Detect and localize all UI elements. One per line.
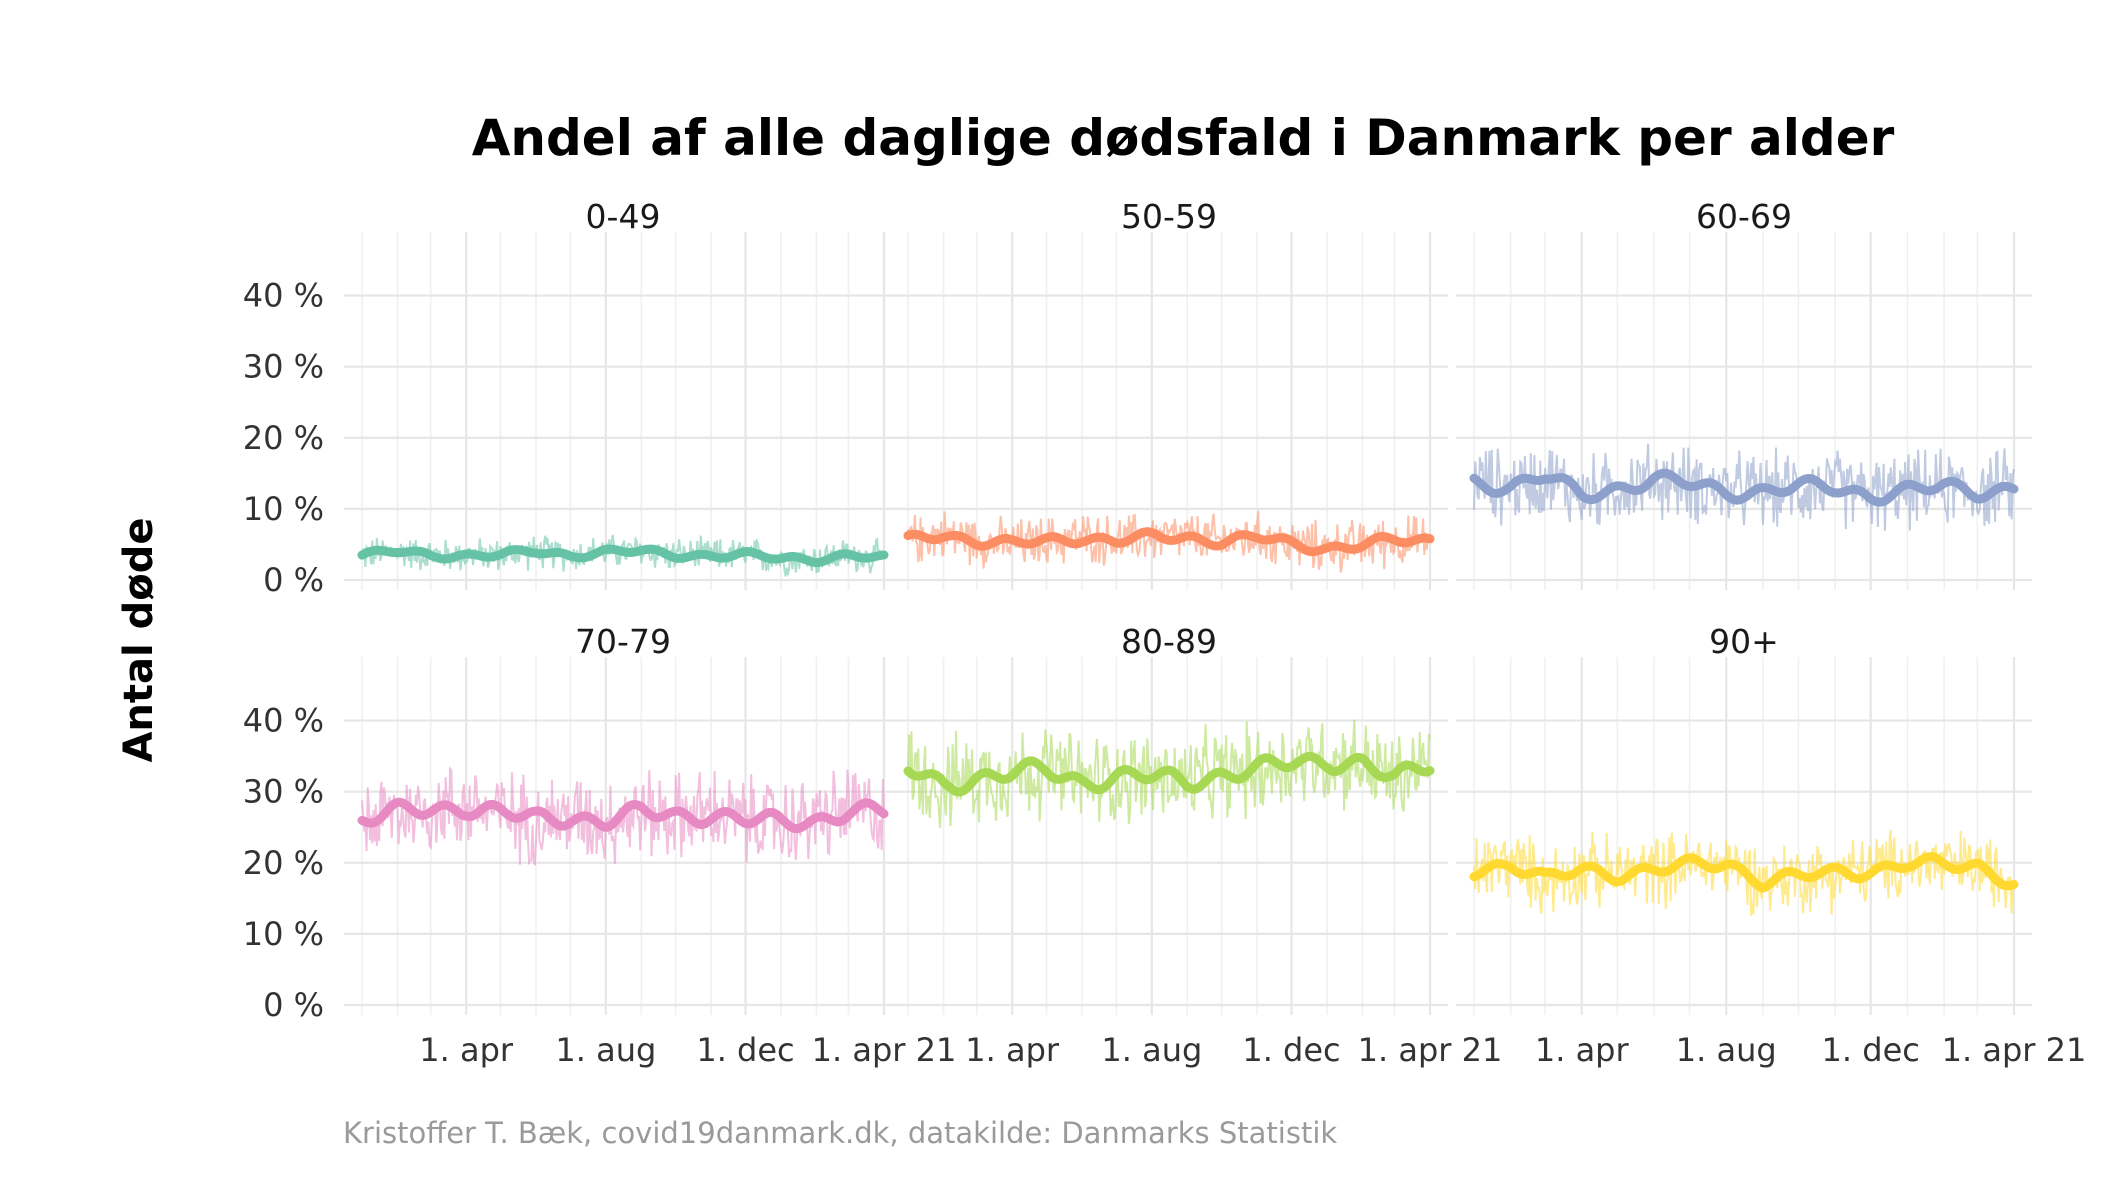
smoothed-line-0-49: [357, 544, 889, 568]
smoothed-line-70-79: [357, 797, 889, 834]
chart-caption: Kristoffer T. Bæk, covid19danmark.dk, da…: [343, 1116, 1337, 1150]
y-tick-label: 10 %: [243, 490, 324, 528]
panel-70-79: 70-79 0 % 10 % 20 % 30 % 40 % 1. apr 1. aug 1. d…: [243, 622, 957, 1069]
y-tick-label: 0 %: [263, 561, 324, 599]
panel-label-50-59: 50-59: [1121, 197, 1217, 236]
y-tick-label: 30 %: [243, 773, 324, 811]
panel-90+: 90+ 1. apr 1. aug 1. dec 1. apr 21: [1456, 622, 2086, 1069]
x-tick-label: 1. dec: [696, 1031, 794, 1069]
y-axis-label: Antal døde: [116, 517, 162, 762]
panel-50-59: 50-59: [890, 197, 1448, 590]
y-tick-label: 40 %: [243, 277, 324, 315]
panel-0-49: 0-49 0 % 10 % 20 % 30 % 40 %: [243, 197, 902, 599]
x-tick-label: 1. aug: [555, 1031, 656, 1069]
panel-label-90+: 90+: [1709, 622, 1779, 661]
smoothed-line-60-69: [1469, 468, 2019, 507]
daily-line-70-79: [361, 765, 885, 866]
x-tick-label: 1. aug: [1676, 1031, 1777, 1069]
x-tick-label: 1. apr: [965, 1031, 1060, 1069]
x-tick-label: 1. apr 21: [1358, 1031, 1503, 1069]
y-tick-label: 40 %: [243, 702, 324, 740]
smoothed-line-50-59: [903, 527, 1435, 557]
x-tick-label: 1. dec: [1822, 1031, 1920, 1069]
panel-label-60-69: 60-69: [1696, 197, 1792, 236]
y-tick-label: 10 %: [243, 915, 324, 953]
smoothed-line-80-89: [903, 751, 1435, 797]
y-tick-label: 20 %: [243, 844, 324, 882]
x-tick-label: 1. apr: [1535, 1031, 1630, 1069]
daily-line-80-89: [907, 719, 1431, 828]
x-tick-label: 1. apr 21: [812, 1031, 957, 1069]
panels-group: 0-49 0 % 10 % 20 % 30 % 40 % 50-59 60-69 70-79 0 …: [243, 197, 2087, 1069]
panel-label-0-49: 0-49: [586, 197, 661, 236]
x-tick-label: 1. apr 21: [1942, 1031, 2087, 1069]
y-tick-label: 20 %: [243, 419, 324, 457]
x-tick-label: 1. apr: [419, 1031, 514, 1069]
x-tick-label: 1. aug: [1101, 1031, 1202, 1069]
y-tick-label: 30 %: [243, 348, 324, 386]
panel-label-70-79: 70-79: [575, 622, 671, 661]
panel-60-69: 60-69: [1456, 197, 2032, 590]
panel-label-80-89: 80-89: [1121, 622, 1217, 661]
chart-title: Andel af alle daglige dødsfald i Danmark…: [472, 109, 1895, 167]
smoothed-line-90+: [1469, 852, 2019, 893]
x-tick-label: 1. dec: [1242, 1031, 1340, 1069]
panel-80-89: 80-89 1. apr 1. aug 1. dec 1. apr 21: [890, 622, 1502, 1069]
y-tick-label: 0 %: [263, 986, 324, 1024]
daily-line-60-69: [1473, 443, 2015, 531]
